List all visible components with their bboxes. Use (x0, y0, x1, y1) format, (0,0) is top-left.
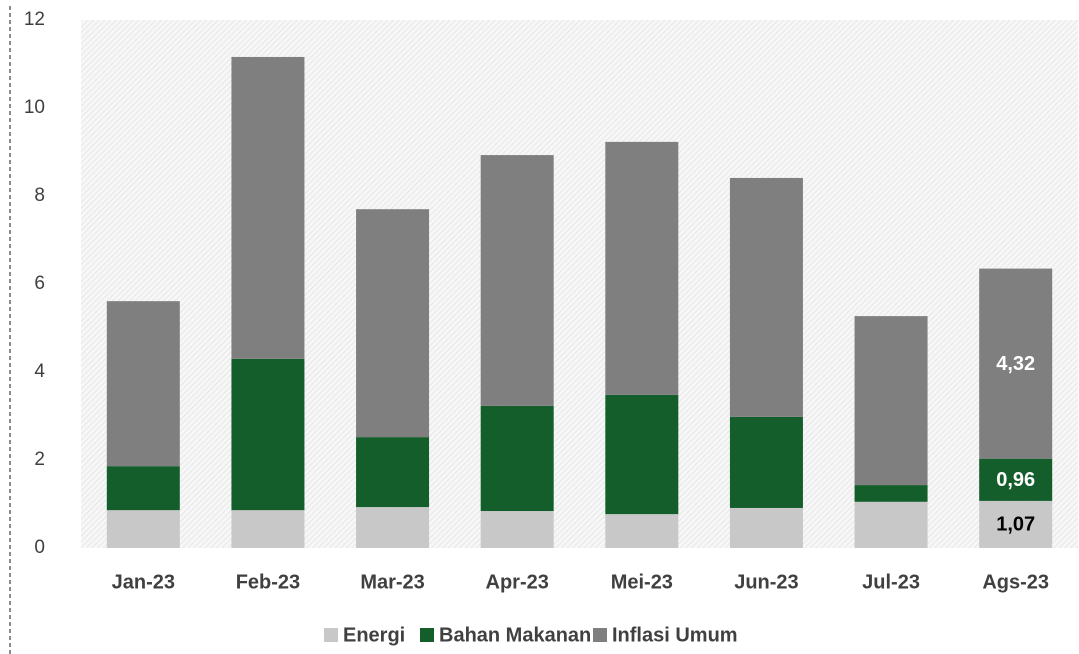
bar-segment (106, 301, 180, 467)
plot-area (81, 20, 1078, 548)
bar-segment (854, 501, 928, 548)
bar-segment (231, 358, 305, 511)
bar-segment (356, 437, 430, 508)
y-tick-label: 2 (34, 449, 45, 470)
value-label: 1,07 (996, 514, 1035, 536)
bar-segment (106, 510, 180, 548)
bar-segment (854, 485, 928, 502)
x-tick-label: Jul-23 (862, 571, 920, 593)
bar-segment (729, 416, 803, 508)
legend-swatch (593, 628, 607, 642)
bar-segment (356, 209, 430, 438)
legend-swatch (420, 628, 434, 642)
y-tick-label: 4 (34, 361, 45, 382)
bar-segment (605, 514, 679, 548)
bar-segment (854, 316, 928, 486)
bar-segment (605, 394, 679, 515)
x-tick-label: Jan-23 (112, 571, 175, 593)
bar-segment (979, 458, 1053, 501)
value-label: 0,96 (996, 469, 1035, 491)
y-tick-label: 0 (34, 537, 45, 558)
bar-segment (480, 511, 554, 548)
bar-segment (480, 155, 554, 406)
bar-segment (356, 507, 430, 548)
x-tick-label: Feb-23 (236, 571, 300, 593)
x-tick-label: Jun-23 (734, 571, 798, 593)
bar-segment (729, 177, 803, 417)
y-tick-label: 8 (34, 185, 45, 206)
bar-segment (979, 500, 1053, 548)
legend-label: Energi (343, 624, 405, 646)
x-tick-label: Apr-23 (486, 571, 549, 593)
legend-label: Bahan Makanan (439, 624, 591, 646)
y-tick-label: 6 (34, 273, 45, 294)
bar-segment (729, 507, 803, 548)
bar-segment (106, 466, 180, 511)
x-tick-label: Mei-23 (611, 571, 673, 593)
bar-segment (605, 141, 679, 395)
x-tick-label: Mar-23 (360, 571, 424, 593)
bar-segment (979, 268, 1053, 459)
value-label: 4,32 (996, 353, 1035, 375)
bar-segment (231, 56, 305, 359)
x-tick-label: Ags-23 (982, 571, 1049, 593)
bar-segment (231, 510, 305, 548)
legend-swatch (324, 628, 338, 642)
y-tick-label: 10 (24, 97, 45, 118)
legend-label: Inflasi Umum (612, 624, 738, 646)
bar-segment (480, 405, 554, 512)
y-tick-label: 12 (24, 9, 45, 30)
